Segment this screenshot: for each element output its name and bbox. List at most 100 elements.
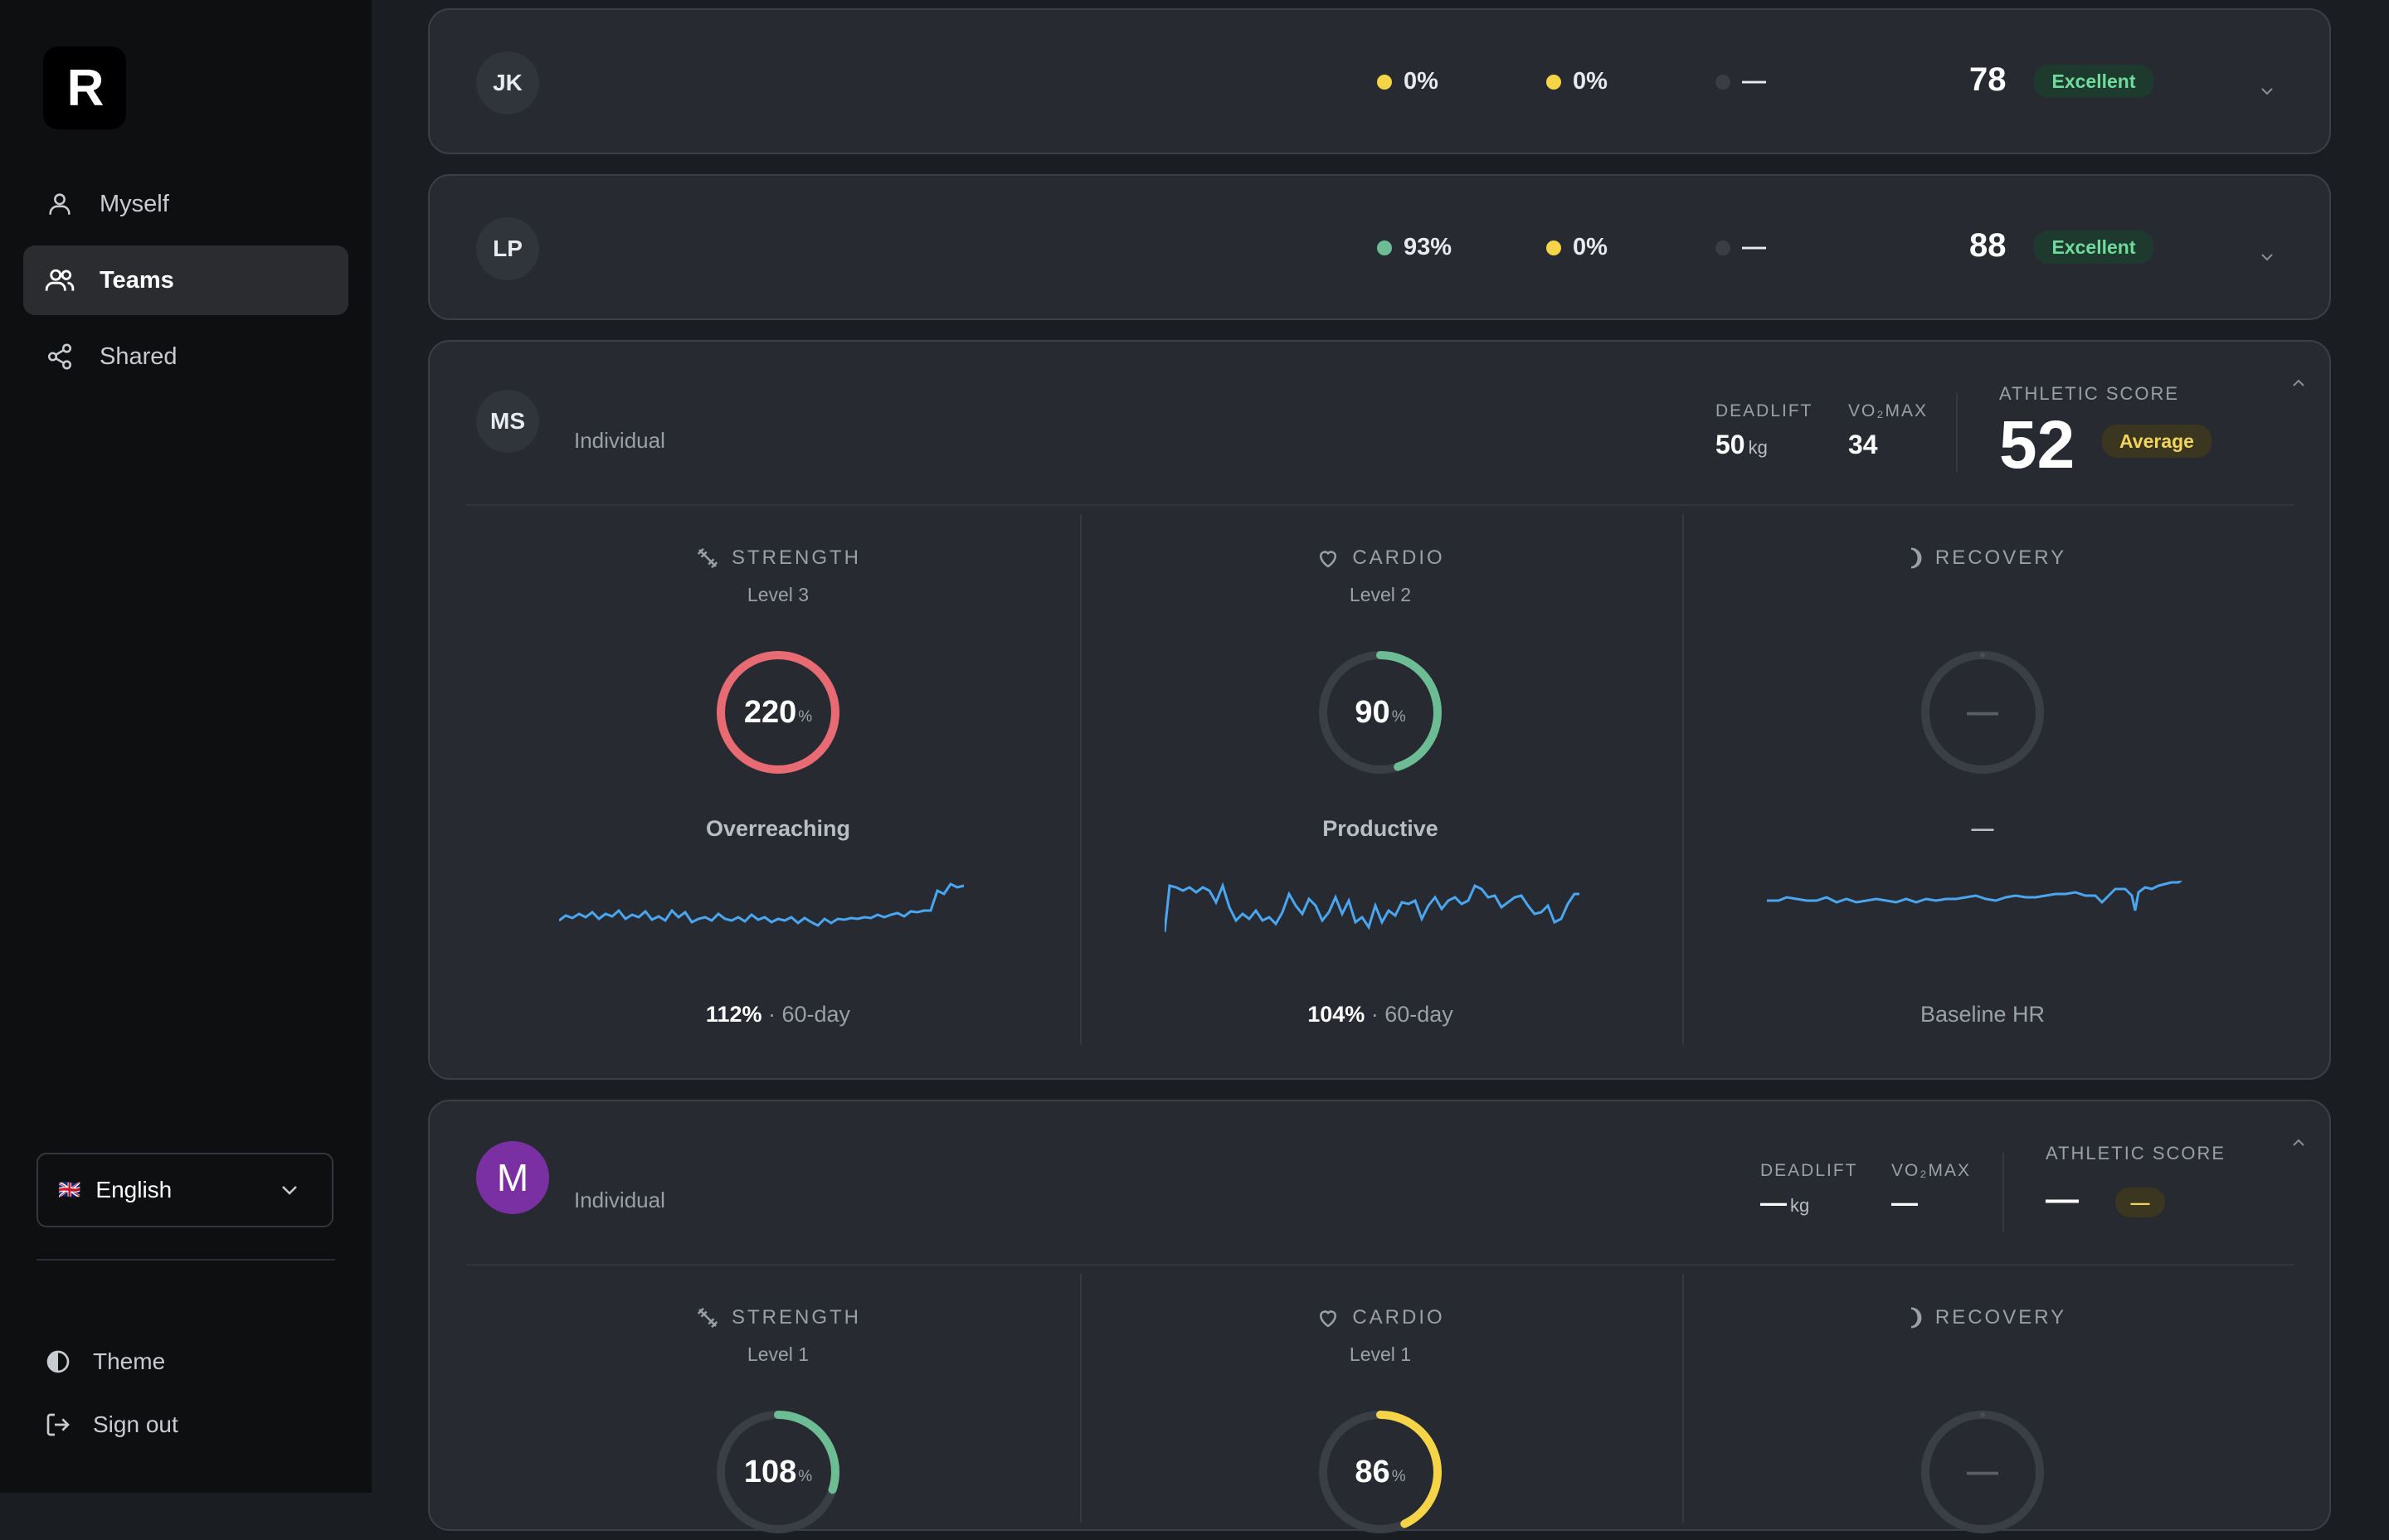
- strength-value: 0%: [1404, 68, 1438, 95]
- deadlift-number: —: [1760, 1188, 1787, 1217]
- rating-badge: Excellent: [2034, 231, 2153, 264]
- heart-icon: [1316, 1305, 1340, 1330]
- vo2max-label: VO₂MAX: [1848, 401, 1928, 420]
- cardio-ring: 90%: [1316, 649, 1444, 776]
- nav-item-label: Myself: [100, 190, 169, 217]
- status-dot: [1546, 240, 1561, 255]
- header-divider: [466, 504, 2294, 506]
- vo2max-value: 34: [1848, 430, 1878, 459]
- member-card-expanded: MS Individual DEADLIFT 50 kg VO₂MAX 34 AT…: [428, 340, 2331, 1080]
- nav-item-label: Shared: [100, 342, 178, 370]
- recovery-value: —: [1742, 68, 1766, 95]
- sidebar-divider: [36, 1259, 335, 1261]
- language-label: English: [95, 1177, 173, 1202]
- athletic-score-label: ATHLETIC SCORE: [2046, 1143, 2226, 1164]
- strength-metric-suffix: · 60-day: [761, 1002, 851, 1027]
- cardio-metric-suffix: · 60-day: [1365, 1002, 1453, 1027]
- member-card-collapsed[interactable]: LP 93% 0% — 88 Excellent: [428, 174, 2331, 320]
- deadlift-number: 50: [1715, 430, 1745, 459]
- deadlift-label: DEADLIFT: [1715, 401, 1813, 420]
- theme-button[interactable]: Theme: [41, 1345, 165, 1378]
- dumbbell-icon: [695, 1305, 720, 1330]
- nav-item-teams[interactable]: Teams: [23, 245, 348, 315]
- nav-item-shared[interactable]: Shared: [23, 322, 348, 391]
- ring-marker: [1980, 653, 1985, 658]
- strength-line: [559, 882, 965, 927]
- chevron-down-icon: [279, 1183, 300, 1197]
- strength-ring: 220%: [714, 649, 842, 776]
- sign-out-label: Sign out: [93, 1411, 178, 1437]
- cardio-value: 0%: [1573, 234, 1608, 260]
- rating-badge: —: [2115, 1188, 2165, 1217]
- athletic-score: 52: [1999, 407, 2075, 483]
- chevron-up-icon[interactable]: [2286, 375, 2311, 391]
- member-card-collapsed[interactable]: JK 0% 0% — 78 Excellent: [428, 8, 2331, 154]
- cardio-heading: CARDIO: [1214, 1305, 1546, 1330]
- chevron-down-icon[interactable]: [2255, 249, 2280, 265]
- ring-unit: %: [1391, 1468, 1406, 1485]
- chevron-down-icon[interactable]: [2255, 83, 2280, 100]
- ring-marker: [1980, 1412, 1985, 1417]
- recovery-value: —: [1742, 234, 1766, 260]
- strength-level: Level 1: [747, 1343, 810, 1365]
- strength-metric: 112% · 60-day: [612, 1002, 944, 1027]
- cardio-sparkline: [1165, 882, 1579, 933]
- nav-item-myself[interactable]: Myself: [23, 169, 348, 239]
- cardio-title: CARDIO: [1352, 1306, 1445, 1329]
- status-dot: [1546, 74, 1561, 90]
- recovery-title: RECOVERY: [1934, 547, 2067, 569]
- meta-divider: [2002, 1153, 2004, 1232]
- logo-letter: R: [66, 59, 105, 117]
- athletic-score: 78: [1969, 61, 2007, 98]
- share-icon: [41, 338, 78, 375]
- avatar: MS: [476, 390, 539, 453]
- recovery-heading: RECOVERY: [1817, 1305, 2148, 1330]
- column-divider: [1682, 1274, 1684, 1523]
- recovery-state: —: [1971, 816, 1994, 841]
- recovery-ring: —: [1919, 1408, 2046, 1536]
- moon-icon: [1899, 546, 1924, 571]
- strength-stat: 0%: [1377, 68, 1438, 95]
- recovery-title: RECOVERY: [1934, 1306, 2067, 1329]
- heart-icon: [1316, 546, 1340, 571]
- strength-sparkline: [559, 882, 965, 927]
- cardio-stat: 0%: [1546, 234, 1608, 261]
- strength-level: Level 3: [747, 584, 810, 605]
- avatar: M: [476, 1141, 549, 1214]
- deadlift-unit: kg: [1748, 437, 1768, 458]
- moon-icon: [1899, 1305, 1924, 1330]
- strength-stat: 93%: [1377, 234, 1452, 261]
- ring-progress: [717, 651, 839, 774]
- ring-progress: [717, 1411, 839, 1533]
- user-icon: [41, 186, 78, 222]
- column-divider: [1682, 514, 1684, 1045]
- strength-value: 93%: [1404, 234, 1452, 260]
- status-dot: [1715, 74, 1730, 90]
- cardio-ring: 86%: [1316, 1408, 1444, 1536]
- rating-badge: Average: [2102, 425, 2211, 458]
- vo2max-label: VO₂MAX: [1891, 1161, 1971, 1180]
- header-divider: [466, 1264, 2294, 1266]
- language-select[interactable]: 🇬🇧 English: [36, 1153, 333, 1227]
- athletic-score: —: [2046, 1181, 2079, 1217]
- cardio-heading: CARDIO: [1214, 546, 1546, 571]
- strength-heading: STRENGTH: [612, 546, 944, 571]
- cardio-level: Level 1: [1349, 1343, 1412, 1365]
- app-logo[interactable]: R: [43, 46, 126, 129]
- status-dot: [1377, 240, 1392, 255]
- column-divider: [1080, 514, 1082, 1045]
- theme-label: Theme: [93, 1348, 166, 1374]
- column-divider: [1080, 1274, 1082, 1523]
- status-dot: [1715, 240, 1730, 255]
- member-type: Individual: [574, 428, 665, 453]
- recovery-heading: RECOVERY: [1817, 546, 2148, 571]
- sign-out-icon: [41, 1408, 75, 1441]
- avatar: LP: [476, 217, 539, 280]
- strength-state: Overreaching: [705, 816, 851, 841]
- ring-unit: %: [798, 1468, 813, 1485]
- rating-badge: Excellent: [2034, 65, 2153, 98]
- sign-out-button[interactable]: Sign out: [41, 1408, 178, 1441]
- chevron-up-icon[interactable]: [2286, 1134, 2311, 1151]
- recovery-stat: —: [1715, 234, 1766, 261]
- recovery-metric-label: Baseline HR: [1919, 1002, 2046, 1027]
